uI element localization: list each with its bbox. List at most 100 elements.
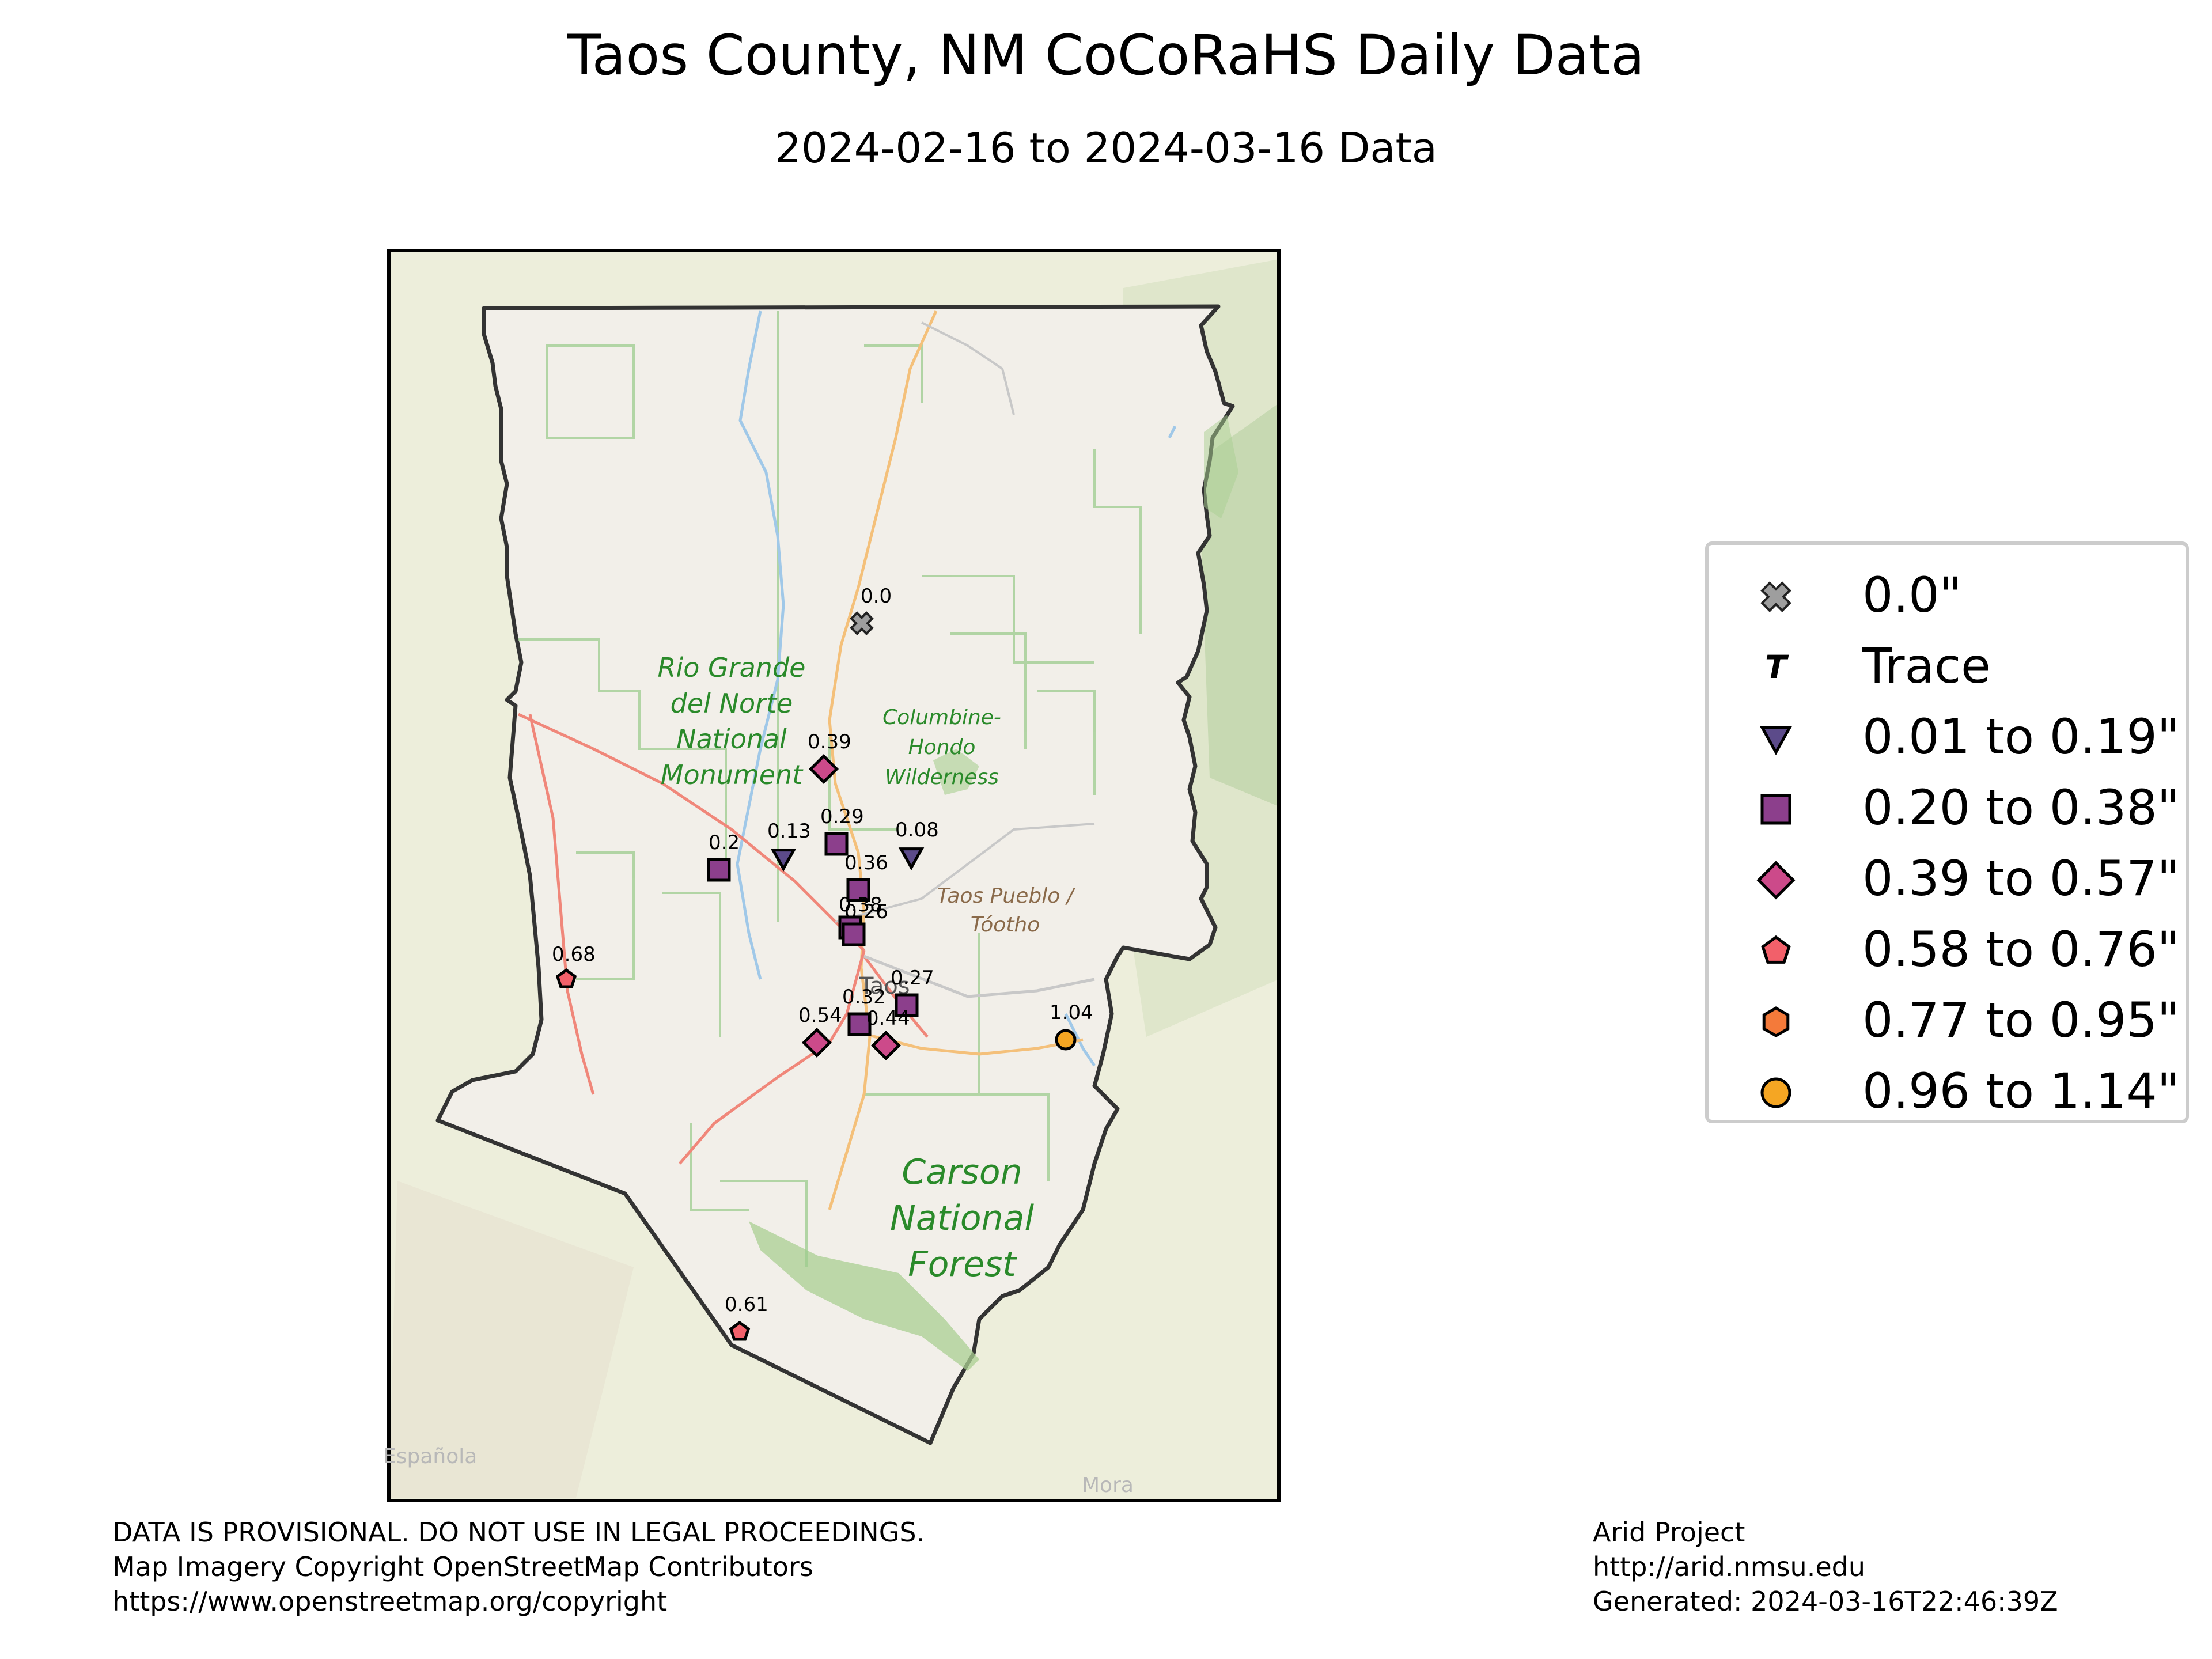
station-symbol-pentagon <box>555 968 577 988</box>
station-layer: 0.0 0.39 0.29 0.08 0.13 0.2 0.36 0.380.26 0.68 0.… <box>552 585 1093 1341</box>
carson-line-3: Forest <box>908 1244 1017 1285</box>
legend-label: Trace <box>1862 638 1991 694</box>
legend-label: 0.01 to 0.19" <box>1862 709 2180 765</box>
legend-symbol-circle-icon <box>1760 1077 1791 1108</box>
station-marker[interactable]: 0.54 <box>798 1004 842 1058</box>
taos-pueblo-label: Taos Pueblo / Tóotho <box>937 884 1075 937</box>
station-symbol-square <box>842 922 866 946</box>
svg-text:T: T <box>1765 649 1789 686</box>
carson-line-1: Carson <box>902 1152 1022 1192</box>
station-symbol-square <box>824 832 849 856</box>
station-value-label: 0.08 <box>895 819 939 842</box>
legend-row: 0.01 to 0.19" <box>1709 708 2186 766</box>
station-value-label: 0.32 <box>842 986 886 1009</box>
footer-project-url[interactable]: http://arid.nmsu.edu <box>1593 1551 1865 1582</box>
station-symbol-pentagon <box>729 1320 751 1341</box>
legend-label: 0.77 to 0.95" <box>1862 992 2180 1048</box>
legend-symbol-square-icon <box>1760 794 1791 825</box>
footer-disclaimer: DATA IS PROVISIONAL. DO NOT USE IN LEGAL… <box>112 1517 925 1548</box>
station-symbol-square <box>895 993 919 1017</box>
legend-symbol-diamond-icon <box>1756 861 1796 900</box>
county-boundary <box>435 304 1235 1445</box>
legend: 0.0" T Trace 0.01 to 0.19" 0.20 to 0.38" 0.39… <box>1705 541 2189 1123</box>
station-marker[interactable]: 0.27 <box>891 967 934 1017</box>
footer-generated: Generated: 2024-03-16T22:46:39Z <box>1593 1586 2058 1617</box>
map-title: Taos County, NM CoCoRaHS Daily Data <box>567 23 1645 88</box>
columbine-label: Columbine- Hondo Wilderness <box>882 706 1001 789</box>
rio-grande-line-3: National <box>676 724 787 755</box>
station-marker[interactable]: 0.36 <box>844 851 888 902</box>
station-symbol-diamond <box>808 753 839 785</box>
footer-left: DATA IS PROVISIONAL. DO NOT USE IN LEGAL… <box>112 1515 925 1619</box>
station-marker[interactable]: 0.39 <box>808 730 851 785</box>
legend-symbol-hexagon-icon <box>1762 1006 1790 1037</box>
rio-grande-line-4: Monument <box>661 759 804 790</box>
footer-project: Arid Project <box>1593 1517 1745 1548</box>
legend-label: 0.20 to 0.38" <box>1862 779 2180 836</box>
station-symbol-triangle-down <box>898 847 925 871</box>
station-marker[interactable]: 0.2 <box>707 831 740 882</box>
taos-pueblo-line-1: Taos Pueblo / <box>937 884 1075 908</box>
legend-label: 0.39 to 0.57" <box>1862 850 2180 907</box>
station-symbol-square <box>847 1012 872 1036</box>
columbine-line-3: Wilderness <box>885 766 999 789</box>
legend-symbol-x-mark-icon <box>1760 581 1791 612</box>
station-symbol-square <box>707 858 731 882</box>
station-symbol-triangle-down <box>770 849 797 872</box>
station-value-label: 0.13 <box>767 820 811 843</box>
legend-symbol-pentagon-icon <box>1761 935 1791 964</box>
legend-row: 0.96 to 1.14" <box>1709 1062 2186 1120</box>
station-marker[interactable]: 0.26 <box>842 900 888 946</box>
station-marker[interactable]: 0.44 <box>866 1007 910 1061</box>
mora-label: Mora <box>1082 1474 1134 1497</box>
station-marker[interactable]: 1.04 <box>1050 1001 1093 1051</box>
station-value-label: 1.04 <box>1050 1001 1093 1024</box>
station-symbol-circle <box>1055 1029 1077 1051</box>
station-value-label: 0.27 <box>891 967 934 990</box>
map-subtitle: 2024-02-16 to 2024-03-16 Data <box>775 124 1437 172</box>
legend-label: 0.96 to 1.14" <box>1862 1063 2180 1119</box>
footer-osm-link[interactable]: https://www.openstreetmap.org/copyright <box>112 1586 668 1617</box>
station-marker[interactable]: 0.0 <box>850 585 892 635</box>
legend-row: 0.77 to 0.95" <box>1709 991 2186 1049</box>
station-marker[interactable]: 0.13 <box>767 820 811 872</box>
station-value-label: 0.26 <box>844 900 888 923</box>
footer-right: Arid Project http://arid.nmsu.edu Genera… <box>1593 1515 2058 1619</box>
carson-line-2: National <box>890 1198 1034 1238</box>
rio-grande-label: Rio Grande del Norte National Monument <box>658 652 806 790</box>
station-value-label: 0.44 <box>866 1007 910 1030</box>
legend-row: T Trace <box>1709 637 2186 695</box>
legend-label: 0.58 to 0.76" <box>1862 921 2180 978</box>
espanola-label: Española <box>383 1445 477 1468</box>
station-symbol-x-mark <box>850 611 874 635</box>
station-marker[interactable]: 0.68 <box>552 943 596 988</box>
station-marker[interactable]: 0.61 <box>725 1293 768 1341</box>
legend-row: 0.0" <box>1709 566 2186 624</box>
columbine-line-1: Columbine- <box>882 706 1001 729</box>
legend-row: 0.39 to 0.57" <box>1709 850 2186 907</box>
station-symbol-diamond <box>801 1027 832 1058</box>
carson-label: Carson National Forest <box>890 1152 1034 1285</box>
station-marker[interactable]: 0.32 <box>842 986 886 1036</box>
footer-imagery-credit: Map Imagery Copyright OpenStreetMap Cont… <box>112 1551 813 1582</box>
station-marker[interactable]: 0.29 <box>820 805 864 856</box>
station-value-label: 0.0 <box>861 585 892 608</box>
station-symbol-diamond <box>870 1030 902 1061</box>
station-value-label: 0.36 <box>844 851 888 874</box>
legend-label: 0.0" <box>1862 567 1962 623</box>
legend-row: 0.58 to 0.76" <box>1709 921 2186 978</box>
basemap <box>389 251 1279 1501</box>
station-value-label: 0.2 <box>709 831 740 854</box>
rio-grande-line-1: Rio Grande <box>658 652 806 683</box>
station-value-label: 0.38 <box>839 893 882 916</box>
station-marker[interactable]: 0.08 <box>895 819 939 871</box>
legend-row: 0.20 to 0.38" <box>1709 779 2186 836</box>
station-value-label: 0.54 <box>798 1004 842 1027</box>
station-value-label: 0.68 <box>552 943 596 966</box>
legend-symbol-T-icon: T <box>1765 649 1789 686</box>
station-value-label: 0.61 <box>725 1293 768 1316</box>
legend-symbol-triangle-down-icon <box>1759 726 1793 756</box>
rio-grande-line-2: del Norte <box>671 688 793 719</box>
taos-pueblo-line-2: Tóotho <box>971 913 1040 937</box>
